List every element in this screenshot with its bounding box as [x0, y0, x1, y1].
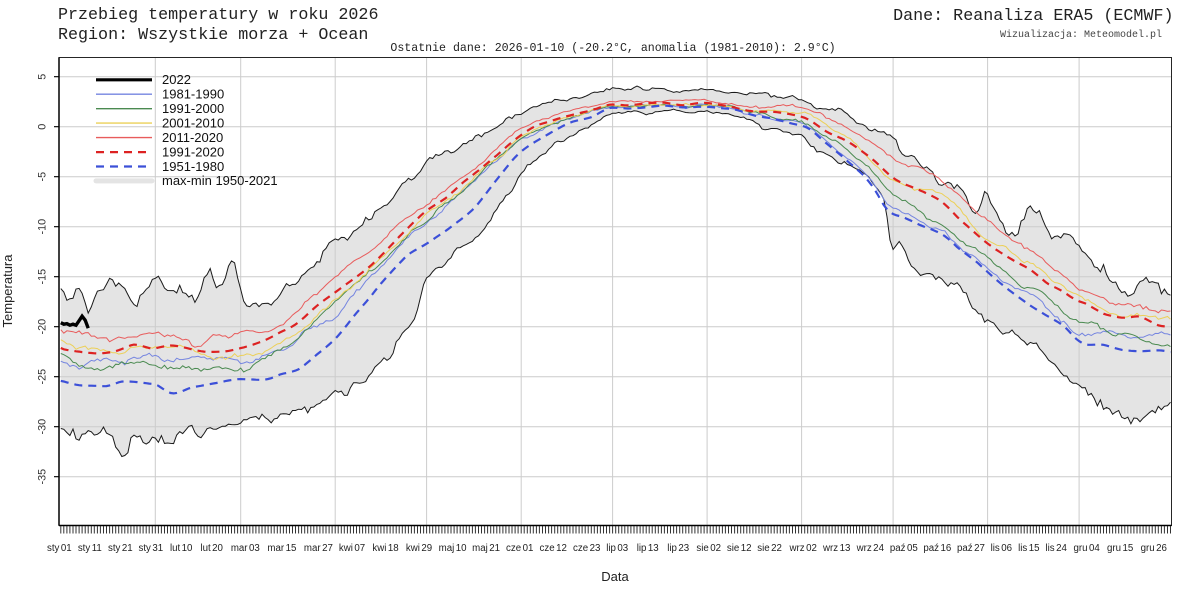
svg-text:lis 06: lis 06 — [991, 543, 1012, 554]
svg-text:maj 21: maj 21 — [472, 543, 500, 554]
svg-text:sie 22: sie 22 — [757, 543, 782, 554]
svg-text:2011-2020: 2011-2020 — [162, 130, 223, 145]
svg-text:maj 10: maj 10 — [439, 543, 467, 554]
svg-text:lip 03: lip 03 — [606, 543, 628, 554]
svg-text:cze 12: cze 12 — [540, 543, 567, 554]
svg-text:wrz 13: wrz 13 — [822, 543, 850, 554]
svg-text:Wizualizacja: Meteomodel.pl: Wizualizacja: Meteomodel.pl — [1000, 29, 1162, 41]
svg-text:Data: Data — [601, 569, 629, 584]
svg-text:-30: -30 — [37, 419, 49, 435]
svg-text:lip 23: lip 23 — [667, 543, 689, 554]
svg-text:gru 26: gru 26 — [1141, 543, 1167, 554]
svg-text:-25: -25 — [37, 369, 49, 385]
svg-text:sty 21: sty 21 — [108, 543, 133, 554]
svg-text:Ostatnie dane: 2026-01-10 (-20: Ostatnie dane: 2026-01-10 (-20.2°C, anom… — [390, 42, 835, 55]
svg-text:lut 20: lut 20 — [200, 543, 223, 554]
svg-text:-10: -10 — [37, 219, 49, 235]
svg-text:kwi 18: kwi 18 — [372, 543, 398, 554]
svg-text:sie 02: sie 02 — [696, 543, 721, 554]
svg-text:gru 04: gru 04 — [1074, 543, 1101, 554]
svg-text:lis 15: lis 15 — [1018, 543, 1039, 554]
svg-text:max-min 1950-2021: max-min 1950-2021 — [162, 173, 278, 188]
svg-text:wrz 02: wrz 02 — [789, 543, 817, 554]
svg-text:Dane: Reanaliza ERA5 (ECMWF): Dane: Reanaliza ERA5 (ECMWF) — [893, 7, 1173, 26]
svg-text:mar 27: mar 27 — [304, 543, 333, 554]
svg-text:sie 12: sie 12 — [727, 543, 752, 554]
svg-text:cze 01: cze 01 — [506, 543, 533, 554]
svg-text:paź 27: paź 27 — [957, 543, 985, 554]
svg-text:-20: -20 — [37, 319, 49, 335]
svg-text:paź 05: paź 05 — [890, 543, 918, 554]
svg-text:Region: Wszystkie morza + Ocea: Region: Wszystkie morza + Ocean — [58, 26, 368, 45]
svg-text:sty 01: sty 01 — [47, 543, 72, 554]
svg-text:paź 16: paź 16 — [923, 543, 951, 554]
svg-text:Temperatura: Temperatura — [0, 254, 15, 328]
svg-text:sty 31: sty 31 — [138, 543, 163, 554]
svg-text:lut 10: lut 10 — [170, 543, 193, 554]
svg-text:gru 15: gru 15 — [1107, 543, 1133, 554]
svg-text:5: 5 — [37, 74, 49, 80]
svg-text:1951-1980: 1951-1980 — [162, 159, 224, 174]
svg-text:0: 0 — [37, 124, 49, 130]
svg-text:wrz 24: wrz 24 — [856, 543, 885, 554]
svg-text:cze 23: cze 23 — [573, 543, 600, 554]
svg-text:lis 24: lis 24 — [1045, 543, 1067, 554]
svg-text:1991-2000: 1991-2000 — [162, 101, 224, 116]
svg-text:lip 13: lip 13 — [637, 543, 659, 554]
svg-text:-15: -15 — [37, 269, 49, 285]
svg-text:mar 03: mar 03 — [231, 543, 260, 554]
svg-text:1991-2020: 1991-2020 — [162, 144, 224, 159]
svg-text:-35: -35 — [37, 469, 49, 485]
svg-text:2001-2010: 2001-2010 — [162, 115, 224, 130]
svg-text:2022: 2022 — [162, 72, 191, 87]
svg-text:sty 11: sty 11 — [78, 543, 102, 554]
svg-text:kwi 29: kwi 29 — [406, 543, 432, 554]
svg-text:Przebieg temperatury w roku 20: Przebieg temperatury w roku 2026 — [58, 6, 378, 25]
svg-text:mar 15: mar 15 — [267, 543, 296, 554]
svg-text:kwi 07: kwi 07 — [339, 543, 365, 554]
svg-text:1981-1990: 1981-1990 — [162, 87, 224, 102]
svg-text:-5: -5 — [37, 172, 49, 182]
